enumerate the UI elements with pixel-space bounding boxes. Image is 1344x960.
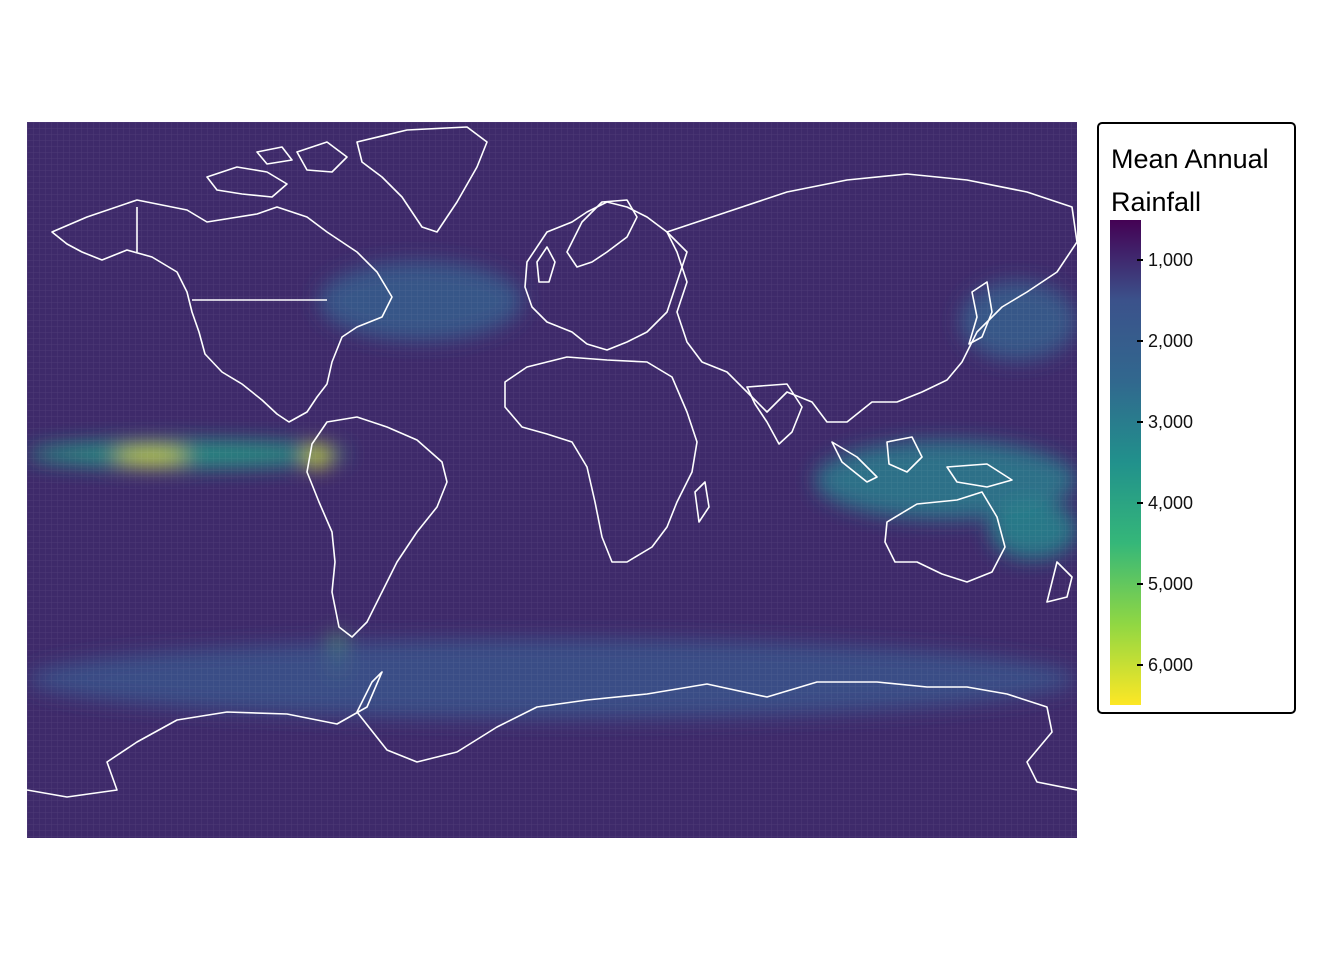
asia-outline bbox=[666, 173, 1077, 423]
legend-tick-mark bbox=[1137, 340, 1143, 343]
legend: Mean Annual Rainfall 1,000 2,000 3,000 4,00… bbox=[1097, 122, 1296, 714]
japan-outline bbox=[968, 281, 993, 345]
legend-colorbar bbox=[1110, 220, 1141, 705]
borneo-outline bbox=[886, 436, 923, 473]
arctic-islands bbox=[206, 141, 348, 198]
legend-tick-label: 2,000 bbox=[1148, 331, 1194, 352]
grid-overlay bbox=[27, 122, 1077, 838]
south-america-outline bbox=[306, 416, 448, 638]
legend-title: Mean Annual Rainfall bbox=[1111, 138, 1301, 224]
europe-outline bbox=[524, 201, 688, 351]
legend-tick-label: 4,000 bbox=[1148, 492, 1194, 513]
legend-tick-mark bbox=[1137, 259, 1143, 262]
new-zealand-outline bbox=[1046, 561, 1073, 603]
legend-tick-mark bbox=[1137, 582, 1143, 585]
legend-tick-mark bbox=[1137, 663, 1143, 666]
legend-tick-label: 6,000 bbox=[1148, 654, 1194, 675]
madagascar-outline bbox=[694, 481, 710, 523]
antarctica-outline bbox=[27, 671, 1077, 798]
africa-outline bbox=[504, 356, 698, 563]
legend-tick-mark bbox=[1137, 501, 1143, 504]
north-america-outline bbox=[51, 199, 393, 423]
legend-title-line2: Rainfall bbox=[1111, 187, 1202, 217]
greenland-outline bbox=[356, 126, 488, 233]
new-guinea-outline bbox=[946, 463, 1013, 488]
sumatra-outline bbox=[831, 441, 878, 483]
rainfall-map bbox=[27, 122, 1077, 838]
legend-title-line1: Mean Annual bbox=[1111, 144, 1269, 174]
legend-tick-label: 5,000 bbox=[1148, 573, 1194, 594]
legend-tick-mark bbox=[1137, 421, 1143, 424]
uk-outline bbox=[536, 246, 556, 283]
india-outline bbox=[746, 383, 803, 445]
scandinavia-outline bbox=[566, 199, 638, 268]
legend-tick-label: 3,000 bbox=[1148, 412, 1194, 433]
legend-tick-label: 1,000 bbox=[1148, 250, 1194, 271]
country-borders bbox=[27, 126, 1077, 798]
map-panel[interactable] bbox=[27, 122, 1077, 838]
australia-outline bbox=[884, 491, 1006, 583]
